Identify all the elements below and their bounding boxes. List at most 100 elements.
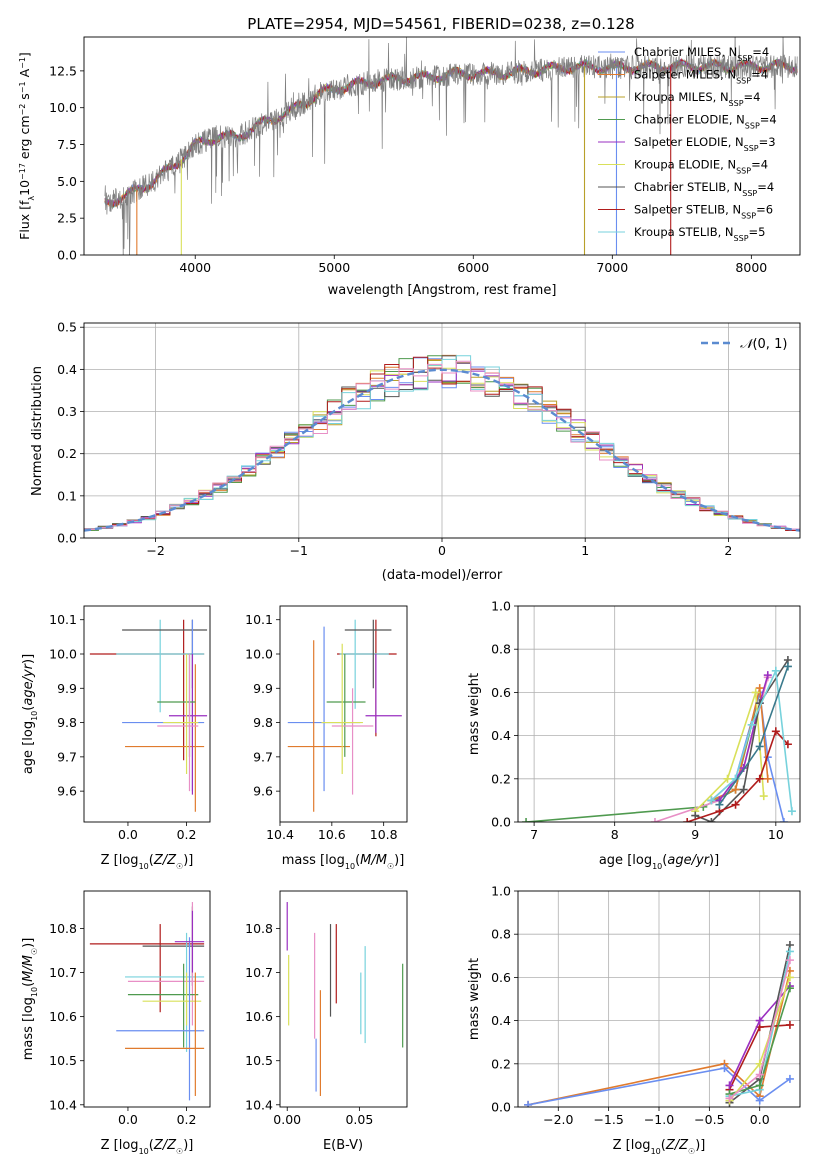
x-tick-label: 7 — [530, 827, 538, 842]
data-point-marker — [755, 1081, 764, 1090]
y-tick-label: 1.0 — [491, 599, 511, 614]
data-point-marker — [771, 666, 780, 675]
x-tick-label: −1.0 — [644, 1112, 674, 1127]
mass-vs-metallicity-panel: 0.0 0.2 10.4 10.5 10.6 10.7 10.8 Z [log10(Z/Z☉)… — [21, 890, 211, 1156]
massweight-series-green — [526, 692, 761, 822]
data-point-marker — [783, 662, 792, 671]
y-tick-label: 0.0 — [491, 1100, 511, 1115]
axes: −2 −1 0 1 2 0.0 0.1 0.2 0.3 0.4 0.5 — [57, 320, 801, 558]
y-tick-label: 9.7 — [57, 749, 77, 764]
massweight-series-orange — [527, 970, 791, 1106]
y-tick-label: 10.1 — [245, 612, 273, 627]
axes: 4000 5000 6000 7000 8000 0.0 2.5 5.0 7.5 10.0 12.5 — [49, 36, 801, 275]
legend-entry: Kroupa STELIB, NSSP=5 — [634, 225, 765, 243]
y-tick-label: 9.9 — [253, 681, 273, 696]
data-point-marker — [785, 973, 794, 982]
data-point-marker — [755, 774, 764, 783]
axes-frame — [279, 605, 408, 823]
x-tick-label: 6000 — [457, 260, 489, 275]
axes-frame — [83, 36, 801, 256]
massweight-series-purple — [718, 674, 769, 801]
data-point-marker — [755, 1016, 764, 1025]
residual-histogram-red — [84, 356, 800, 531]
y-tick-label: 10.0 — [245, 647, 273, 662]
y-tick-label: 10.1 — [49, 612, 77, 627]
x-tick-label: 0 — [438, 543, 446, 558]
axes: 10.4 10.6 10.8 9.6 9.7 9.8 9.9 10.0 10.1 — [245, 605, 408, 842]
data-point-marker — [755, 684, 764, 693]
data-point-marker — [524, 1100, 533, 1107]
y-tick-label: 0.2 — [491, 1056, 511, 1071]
y-tick-label: 0.0 — [57, 248, 77, 263]
y-tick-label: 10.5 — [245, 1053, 273, 1068]
spectrum-legend: Chabrier MILES, NSSP=4 Salpeter MILES, NS… — [598, 45, 777, 243]
y-tick-label: 10.0 — [49, 100, 77, 115]
plot-area — [84, 354, 800, 532]
residuals-panel: −2 −1 0 1 2 0.0 0.1 0.2 0.3 0.4 0.5 𝒩(0, 1) (data-mo… — [30, 320, 801, 583]
y-tick-label: 5.0 — [57, 174, 77, 189]
y-tick-label: 10.6 — [49, 1009, 77, 1024]
x-tick-label: 5000 — [318, 260, 350, 275]
data-point-marker — [707, 796, 716, 805]
data-point-marker — [785, 1020, 794, 1029]
spectrum-panel: 4000 5000 6000 7000 8000 0.0 2.5 5.0 7.5 10.0 12.5… — [17, 36, 801, 298]
legend-entry: Kroupa ELODIE, NSSP=4 — [634, 158, 768, 176]
y-tick-label: 0.3 — [57, 404, 77, 419]
x-tick-label: 7000 — [596, 260, 628, 275]
y-tick-label: 0.0 — [491, 815, 511, 830]
y-tick-label: 0.8 — [491, 927, 511, 942]
x-axis-label: mass [log10(M/M☉)] — [282, 853, 405, 871]
data-point-marker — [522, 818, 531, 822]
x-tick-label: −1 — [290, 543, 308, 558]
y-tick-label: 10.0 — [49, 647, 77, 662]
data-point-marker — [725, 1094, 734, 1103]
y-axis-label: mass [log10(M/M☉)] — [21, 938, 39, 1061]
data-point-marker — [715, 800, 724, 809]
y-tick-label: 0.6 — [491, 685, 511, 700]
y-tick-label: 10.6 — [245, 1009, 273, 1024]
y-axis-label: Flux [fλ10−17 erg cm−2 s−1 A−1] — [17, 52, 36, 240]
axes: 7 8 9 10 0.0 0.2 0.4 0.6 0.8 1.0 — [491, 599, 801, 842]
y-tick-label: 9.6 — [253, 784, 273, 799]
x-tick-label: 10.4 — [266, 827, 294, 842]
data-point-marker — [720, 1064, 729, 1073]
y-tick-label: 0.1 — [57, 488, 77, 503]
x-tick-label: −2 — [146, 543, 164, 558]
figure-title: PLATE=2954, MJD=54561, FIBERID=0238, z=0… — [247, 15, 634, 33]
x-axis-label: E(B-V) — [323, 1138, 363, 1153]
data-point-marker — [747, 720, 756, 729]
y-tick-label: 10.4 — [49, 1097, 77, 1112]
massweight-vs-age-panel: 7 8 9 10 0.0 0.2 0.4 0.6 0.8 1.0 age [log10(age/yr… — [467, 599, 801, 871]
axes-frame — [517, 890, 801, 1108]
data-point-marker — [785, 947, 794, 956]
age-vs-mass-panel: 10.4 10.6 10.8 9.6 9.7 9.8 9.9 10.0 10.1 mass [lo… — [245, 605, 408, 871]
data-point-marker — [787, 807, 796, 816]
age-vs-metallicity-panel: 0.0 0.2 9.6 9.7 9.8 9.9 10.0 10.1 Z [log10(Z/Z☉)… — [21, 605, 211, 871]
y-tick-label: 9.6 — [57, 784, 77, 799]
x-tick-label: 0.2 — [177, 827, 197, 842]
axes-frame — [83, 605, 211, 823]
axes: −2.0 −1.5 −1.0 −0.5 0.0 0.0 0.2 0.4 0.6 0.8 1.0 — [491, 884, 801, 1127]
plot-area — [89, 619, 208, 812]
y-tick-label: 10.4 — [245, 1097, 273, 1112]
y-tick-label: 0.2 — [491, 771, 511, 786]
y-tick-label: 0.5 — [57, 320, 77, 335]
y-tick-label: 7.5 — [57, 137, 77, 152]
x-axis-label: wavelength [Angstrom, rest frame] — [328, 283, 557, 298]
plot-area — [286, 902, 404, 1096]
y-tick-label: 0.0 — [57, 531, 77, 546]
massweight-series-blue — [710, 692, 785, 822]
x-tick-label: −2.0 — [543, 1112, 573, 1127]
massweight-vs-metallicity-panel: −2.0 −1.5 −1.0 −0.5 0.0 0.0 0.2 0.4 0.6 0.8 1.0 Z [… — [467, 884, 801, 1156]
y-tick-label: 10.8 — [49, 921, 77, 936]
axes-frame — [279, 890, 408, 1108]
data-point-marker — [731, 785, 740, 794]
x-tick-label: 10.8 — [370, 827, 398, 842]
x-tick-label: 10.6 — [318, 827, 346, 842]
x-tick-label: 0.0 — [118, 827, 138, 842]
data-point-marker — [763, 774, 772, 783]
data-point-marker — [650, 818, 659, 822]
y-tick-label: 0.4 — [57, 362, 77, 377]
massweight-series-red — [686, 729, 789, 822]
